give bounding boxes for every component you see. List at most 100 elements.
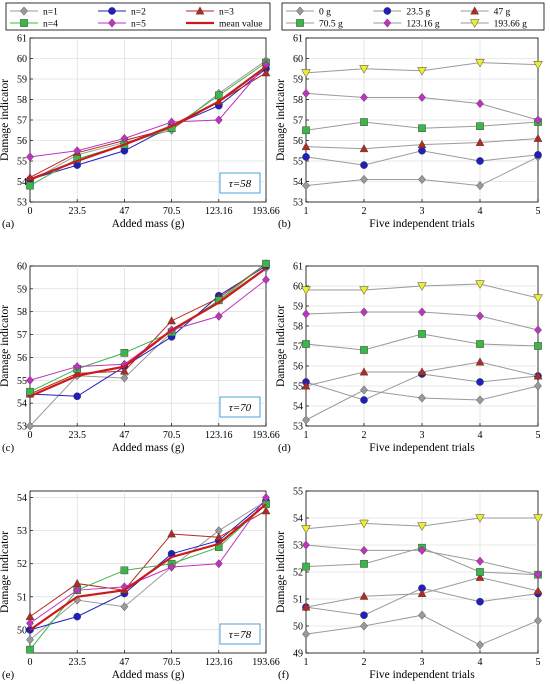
x-tick-label: 123.16 <box>205 206 233 217</box>
data-point <box>359 367 369 376</box>
y-tick-label: 56 <box>293 362 303 373</box>
y-tick-label: 54 <box>293 514 303 525</box>
y-tick-label: 59 <box>17 75 27 86</box>
y-tick-label: 57 <box>293 116 303 127</box>
legend-item: n=1 <box>10 6 58 18</box>
data-point <box>476 157 484 165</box>
series-line <box>29 503 267 631</box>
y-axis-label: Damage indicator <box>0 531 11 613</box>
y-tick-label: 52 <box>293 568 303 579</box>
data-point <box>302 88 310 98</box>
data-point <box>360 545 368 555</box>
data-point <box>301 286 311 295</box>
data-point <box>73 362 82 372</box>
y-tick-label: 55 <box>293 157 303 168</box>
data-point <box>476 378 484 386</box>
data-point <box>120 373 129 383</box>
data-point <box>302 309 310 319</box>
y-tick-label: 53 <box>293 198 303 209</box>
legend-label: 47 g <box>494 8 511 18</box>
legend-label: n=2 <box>131 8 146 18</box>
y-axis-label: Damage indicator <box>275 305 287 387</box>
series-line <box>29 68 267 180</box>
data-point <box>360 118 368 126</box>
data-point <box>418 610 426 620</box>
panel-label: (a) <box>2 218 15 230</box>
data-point <box>26 618 34 628</box>
series-n-5 <box>26 60 270 162</box>
data-point <box>302 126 310 135</box>
x-tick-label: 23.5 <box>68 430 86 441</box>
x-tick-label: 3 <box>420 657 425 668</box>
legend-item: mean value <box>186 20 263 30</box>
y-tick-label: 59 <box>293 75 303 86</box>
data-point <box>301 602 311 611</box>
data-point <box>262 493 270 503</box>
y-tick-label: 53 <box>17 198 27 209</box>
y-tick-label: 54 <box>293 402 303 413</box>
legend-marker <box>195 6 205 15</box>
series-47-g <box>301 133 543 153</box>
data-point <box>417 67 427 76</box>
data-point <box>120 602 129 612</box>
data-point <box>73 585 82 595</box>
series-line <box>29 503 267 651</box>
y-tick-label: 53 <box>17 526 27 537</box>
data-point <box>360 346 368 354</box>
data-point <box>475 280 485 289</box>
data-point <box>301 525 311 534</box>
legend-item: n=2 <box>98 7 146 18</box>
legend-marker <box>20 6 28 16</box>
data-point <box>214 532 224 541</box>
legend-item: 23.5 g <box>373 7 430 18</box>
data-point <box>360 92 368 102</box>
x-tick-label: 1 <box>304 430 309 441</box>
series-123-16-g <box>302 88 542 125</box>
data-point <box>476 99 484 109</box>
data-point <box>476 311 484 321</box>
y-tick-label: 58 <box>293 95 303 106</box>
y-tick-label: 56 <box>293 136 303 147</box>
legend-label: 193.66 g <box>494 20 527 30</box>
legend-label: 0 g <box>319 8 331 18</box>
panel-e: 50 51 52 53 54 0 23.5 47 70.5 123.16 193.66 Added m… <box>0 490 280 681</box>
data-point <box>533 61 543 70</box>
y-tick-label: 60 <box>293 54 303 65</box>
data-point <box>120 349 129 357</box>
y-tick-label: 53 <box>293 541 303 552</box>
data-point <box>359 519 369 529</box>
data-point <box>167 316 176 325</box>
data-point <box>167 562 176 572</box>
data-point <box>418 124 426 132</box>
series-23-5-g <box>302 146 542 169</box>
data-point <box>475 572 485 581</box>
data-point <box>262 259 270 268</box>
y-tick-label: 51 <box>293 595 303 606</box>
data-point <box>417 522 427 532</box>
legend-marker <box>469 19 480 28</box>
data-point <box>26 635 34 645</box>
tau-annotation: τ=58 <box>229 178 252 190</box>
data-point <box>26 375 34 385</box>
panel-d: 53 54 55 56 57 58 59 60 61 1 2 3 4 5 Five independent … <box>275 262 543 454</box>
legend-marker <box>296 19 304 27</box>
x-tick-label: 23.5 <box>68 206 86 217</box>
legend-label: n=5 <box>131 20 146 30</box>
x-tick-label: 23.5 <box>68 657 86 668</box>
data-point <box>301 142 311 151</box>
series-123-16-g <box>302 540 542 580</box>
data-point <box>360 385 368 395</box>
x-tick-label: 70.5 <box>163 430 181 441</box>
y-tick-label: 54 <box>17 177 27 188</box>
data-point <box>262 275 270 285</box>
data-point <box>359 144 369 153</box>
series-193-66-g <box>301 58 543 78</box>
legend-label: 23.5 g <box>406 8 430 18</box>
x-tick-label: 193.66 <box>252 206 280 217</box>
series-0-g <box>302 381 542 425</box>
data-point <box>534 381 542 391</box>
data-point <box>534 570 542 580</box>
panel-b: 53 54 55 56 57 58 59 60 61 1 2 3 4 5 Five independent … <box>275 2 545 230</box>
y-tick-label: 55 <box>293 382 303 393</box>
y-tick-label: 57 <box>17 330 27 341</box>
